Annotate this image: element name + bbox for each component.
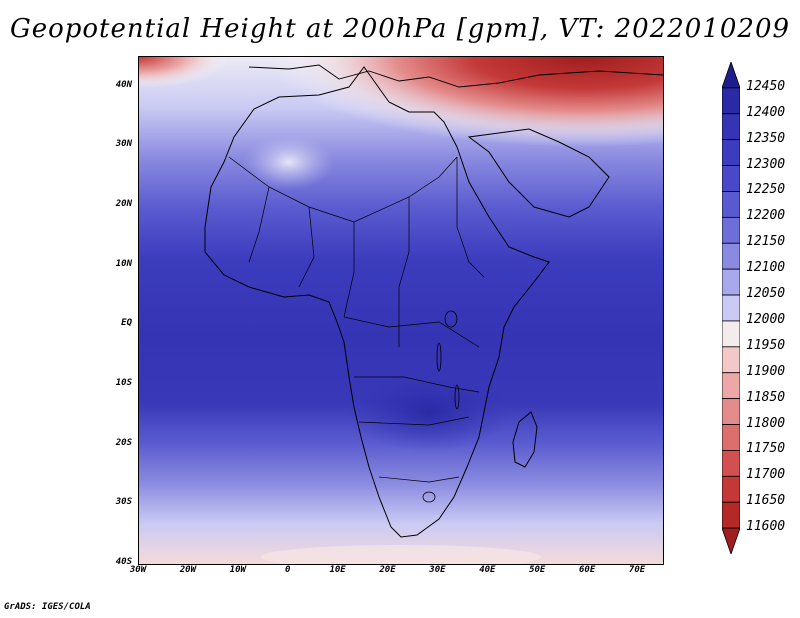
southern-africa-maximum [349, 372, 509, 452]
africa-coastline [204, 66, 550, 538]
colorbar-cell [722, 191, 740, 218]
colorbar-cell [722, 216, 740, 244]
colorbar-level-label: 12300 [746, 156, 786, 172]
colorbar-cell [722, 501, 740, 529]
lon-tick-label: 10E [329, 565, 346, 575]
colorbar-level-label: 12350 [746, 130, 786, 146]
colorbar [722, 62, 740, 554]
lat-tick-label: EQ [121, 318, 132, 329]
colorbar-level-label: 12250 [746, 182, 786, 198]
southern-ridge [261, 545, 541, 564]
lat-tick-label: 40N [115, 79, 132, 90]
lon-tick-label: 10W [229, 565, 246, 575]
saharan-low-anomaly [244, 134, 334, 190]
country-borders [228, 156, 485, 483]
colorbar-cell [722, 139, 740, 166]
colorbar-cell [722, 527, 740, 554]
colorbar-cell [722, 424, 740, 451]
lon-tick-label: 20E [379, 565, 396, 575]
colorbar-cell [722, 475, 740, 503]
colorbar-level-label: 12150 [746, 234, 786, 250]
colorbar-level-label: 12200 [746, 208, 786, 224]
colorbar-cell [722, 372, 740, 400]
colorbar-cell [722, 242, 740, 270]
madagascar-outline [512, 411, 538, 468]
lon-tick-label: 60E [579, 565, 596, 575]
lon-tick-label: 20W [179, 565, 197, 575]
map-panel [138, 56, 664, 565]
colorbar-cell [722, 450, 740, 477]
colorbar-cell [722, 294, 740, 322]
lon-tick-label: 30W [129, 565, 147, 575]
colorbar-cell [722, 320, 740, 348]
colorbar-level-label: 12450 [746, 78, 786, 94]
colorbar-cell [722, 62, 740, 89]
lon-tick-label: 0 [284, 565, 291, 575]
lon-tick-label: 40E [479, 565, 496, 575]
lon-tick-label: 70E [628, 565, 646, 575]
colorbar-level-label: 11600 [746, 519, 786, 535]
grads-credit: GrADS: IGES/COLA [4, 602, 91, 612]
geopotential-field [139, 57, 663, 564]
colorbar-level-label: 12400 [746, 104, 786, 120]
colorbar-cell [722, 113, 740, 141]
lat-tick-label: 20S [115, 437, 132, 448]
lon-tick-label: 50E [529, 565, 546, 575]
colorbar-cell [722, 346, 740, 374]
arabian-peninsula-outline [467, 128, 610, 218]
colorbar-cell [722, 87, 740, 115]
colorbar-level-label: 11900 [746, 363, 786, 379]
colorbar-level-label: 11800 [746, 415, 786, 431]
lon-tick-label: 30E [429, 565, 446, 575]
colorbar-level-label: 11850 [746, 389, 786, 405]
colorbar-level-label: 11950 [746, 337, 786, 353]
lat-tick-label: 30N [115, 139, 132, 150]
map-title: Geopotential Height at 200hPa [gpm], VT:… [9, 14, 791, 44]
colorbar-level-label: 11750 [746, 441, 786, 457]
lat-tick-label: 40S [115, 557, 132, 567]
colorbar-level-label: 12000 [746, 311, 786, 327]
lat-tick-label: 10N [115, 258, 132, 269]
colorbar-level-label: 12100 [746, 260, 786, 276]
lat-tick-label: 30S [115, 497, 132, 508]
lat-tick-label: 10S [115, 378, 132, 389]
colorbar-level-label: 12050 [746, 286, 786, 302]
lake-and-island-outlines [422, 310, 460, 503]
colorbar-level-label: 11700 [746, 467, 786, 483]
colorbar-cell [722, 268, 740, 296]
lat-tick-label: 20N [115, 199, 132, 210]
europe-outline [248, 64, 663, 88]
colorbar-cell [722, 398, 740, 425]
colorbar-cell [722, 165, 740, 192]
colorbar-level-label: 11650 [746, 493, 786, 509]
